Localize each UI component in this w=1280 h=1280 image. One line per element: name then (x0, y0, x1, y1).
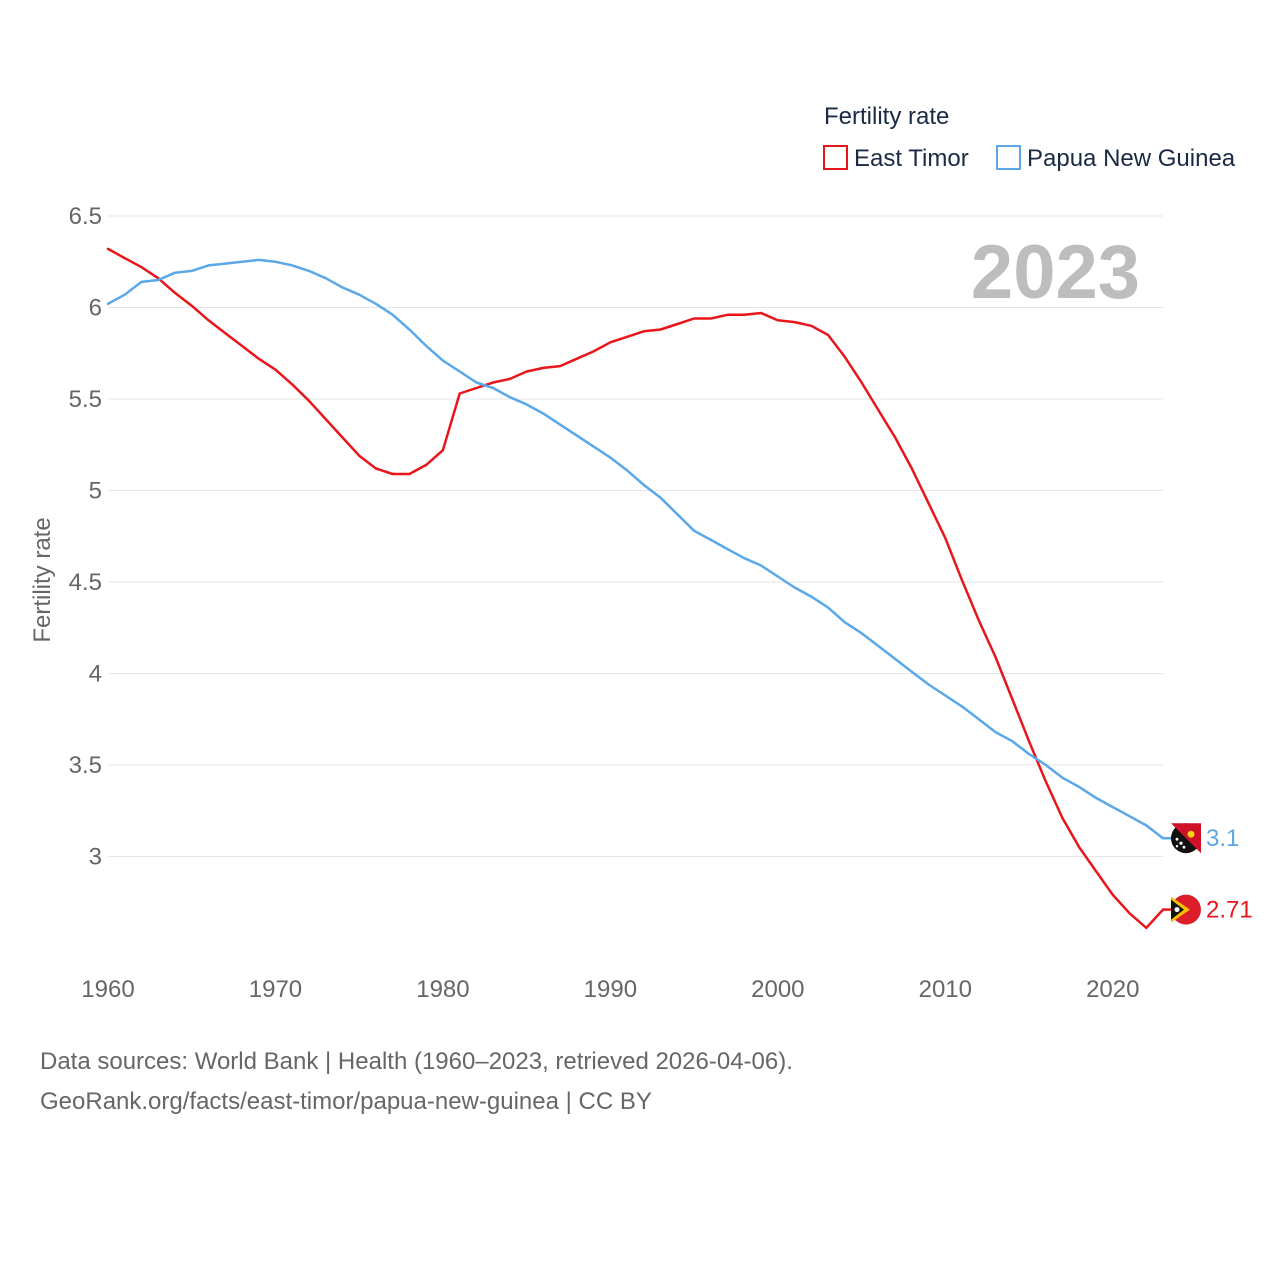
series-line-papua-new-guinea[interactable] (106, 258, 1165, 840)
year-label: 2023 (971, 230, 1140, 315)
y-tick-label: 3.5 (69, 752, 102, 779)
y-tick-label: 6 (89, 295, 102, 322)
papua-new-guinea-flag-icon (1171, 823, 1201, 854)
legend-swatch-east-timor[interactable] (823, 145, 848, 170)
legend-label-papua-new-guinea[interactable]: Papua New Guinea (1027, 145, 1236, 172)
sources-line-2[interactable]: GeoRank.org/facts/east-timor/papua-new-g… (40, 1088, 652, 1115)
y-tick-label: 5.5 (69, 386, 102, 413)
x-tick-label: 1970 (249, 976, 302, 1003)
x-tick-label: 1990 (584, 976, 637, 1003)
x-tick-label: 2020 (1086, 976, 1139, 1003)
end-value-label: 3.1 (1206, 825, 1239, 852)
x-tick-label: 1980 (416, 976, 469, 1003)
y-tick-label: 3 (89, 844, 102, 871)
legend-swatch-papua-new-guinea[interactable] (996, 145, 1021, 170)
series-lines (106, 247, 1165, 930)
y-tick-label: 6.5 (69, 203, 102, 230)
sources-line-1: Data sources: World Bank | Health (1960–… (40, 1048, 793, 1075)
x-tick-label: 1960 (81, 976, 134, 1003)
y-axis-ticks: 3 3.5 4 4.5 5 5.5 6 6.5 (69, 203, 102, 871)
y-tick-label: 4 (89, 661, 102, 688)
x-tick-label: 2010 (919, 976, 972, 1003)
legend-label-east-timor[interactable]: East Timor (854, 145, 969, 172)
legend[interactable]: Fertility rate East Timor Papua New Guin… (823, 103, 1236, 172)
data-sources: Data sources: World Bank | Health (1960–… (40, 1042, 793, 1122)
x-axis-ticks: 1960 1970 1980 1990 2000 2010 2020 (81, 976, 1139, 1003)
east-timor-flag-icon (1171, 894, 1201, 925)
y-tick-label: 5 (89, 478, 102, 505)
end-markers: 2.71 3.1 (1163, 823, 1253, 925)
x-tick-label: 2000 (751, 976, 804, 1003)
y-axis-label: Fertility rate (29, 517, 56, 642)
grid (108, 215, 1163, 857)
series-line-east-timor[interactable] (106, 247, 1165, 930)
fertility-rate-chart: 3 3.5 4 4.5 5 5.5 6 6.5 1960 1970 1980 1990 2000 201… (29, 103, 1253, 1003)
y-tick-label: 4.5 (69, 569, 102, 596)
legend-title: Fertility rate (824, 103, 949, 130)
end-value-label: 2.71 (1206, 897, 1253, 924)
